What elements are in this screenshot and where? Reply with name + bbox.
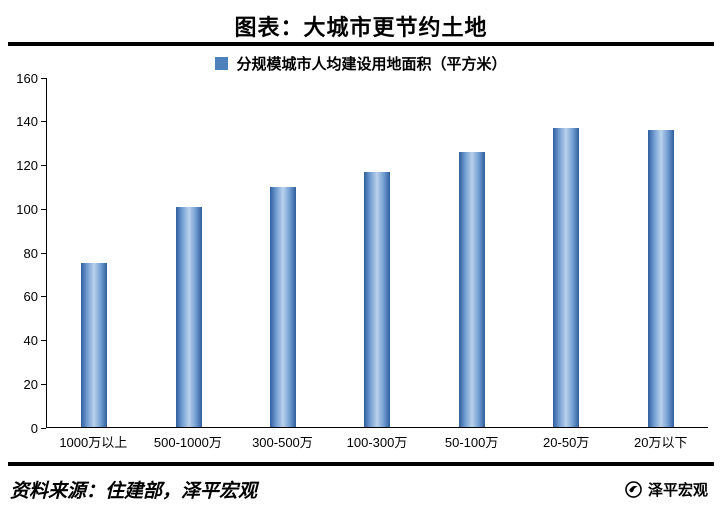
brand: 泽平宏观 xyxy=(624,479,708,500)
bar-column xyxy=(519,78,613,427)
bar-100-300万 xyxy=(364,171,391,427)
y-tick-mark xyxy=(41,383,46,385)
footer: 资料来源：住建部，泽平宏观 泽平宏观 xyxy=(0,466,722,503)
brand-name: 泽平宏观 xyxy=(647,482,708,499)
page-title: 图表：大城市更节约土地 xyxy=(234,15,488,40)
x-tick-label: 100-300万 xyxy=(346,434,408,450)
bar-300-500万 xyxy=(270,187,297,427)
brand-logo-icon xyxy=(624,480,643,499)
legend-label: 分规模城市人均建设用地面积（平方米） xyxy=(236,55,507,73)
bar-500-1000万 xyxy=(175,206,202,427)
y-tick-mark xyxy=(41,77,46,79)
x-tick-label: 50-100万 xyxy=(444,434,499,450)
bar-1000万以上 xyxy=(81,263,108,427)
y-tick-mark xyxy=(41,340,46,341)
bar-column xyxy=(47,78,141,427)
y-tick-mark xyxy=(41,208,46,210)
legend-swatch-icon xyxy=(215,56,229,70)
x-tick-label: 20-50万 xyxy=(543,434,590,450)
x-axis: 1000万以上 500-1000万 300-500万 100-300万 50-100万 2… xyxy=(0,428,708,454)
top-divider xyxy=(8,42,714,46)
plot-area xyxy=(46,78,708,428)
y-axis: 160 140 120 100 80 60 40 20 0 xyxy=(0,71,46,436)
x-tick-label: 300-500万 xyxy=(252,434,313,450)
chart-legend: 分规模城市人均建设用地面积（平方米） xyxy=(0,48,722,78)
bar-20-50万 xyxy=(553,128,580,427)
y-tick-mark xyxy=(41,427,46,429)
y-tick-mark xyxy=(41,121,46,123)
x-tick-label: 20万以下 xyxy=(634,434,688,450)
x-tick-label: 500-1000万 xyxy=(153,434,222,450)
bar-50-100万 xyxy=(458,152,485,427)
y-tick-mark xyxy=(41,165,46,166)
y-tick-mark xyxy=(41,296,46,298)
x-axis-labels: 1000万以上 500-1000万 300-500万 100-300万 50-100万 2… xyxy=(46,432,708,451)
chart-plot: 160 140 120 100 80 60 40 20 0 xyxy=(0,71,708,436)
bar-column xyxy=(236,78,330,427)
source-note: 资料来源：住建部，泽平宏观 xyxy=(10,481,258,502)
bar-column xyxy=(141,78,235,427)
bar-20万以下 xyxy=(647,130,674,427)
bar-column xyxy=(330,78,424,427)
bottom-divider xyxy=(8,462,714,466)
y-tick-mark xyxy=(41,252,46,254)
x-tick-label: 1000万以上 xyxy=(59,434,128,450)
bar-column xyxy=(614,78,708,427)
bar-column xyxy=(425,78,519,427)
